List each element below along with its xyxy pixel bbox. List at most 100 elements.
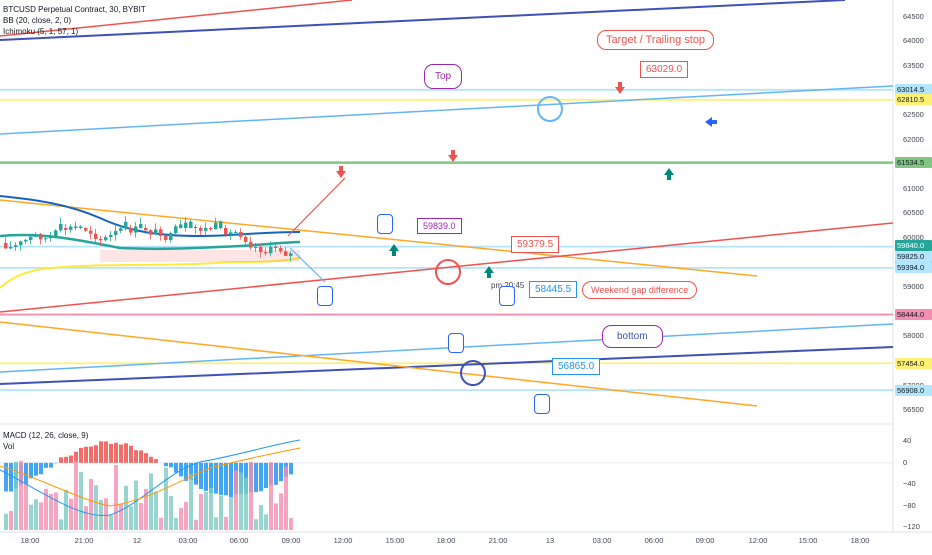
bb-indicator-label[interactable]: BB (20, close, 2, 0) — [3, 15, 146, 26]
candle-body — [219, 221, 223, 228]
arrow-down-icon — [336, 166, 346, 178]
macd-histogram-bar — [134, 450, 138, 463]
candle-body — [189, 222, 193, 228]
volume-bar — [199, 494, 203, 530]
macd-histogram-bar — [94, 445, 98, 463]
volume-bar — [104, 498, 108, 530]
volume-bar — [149, 473, 153, 530]
macd-histogram-bar — [139, 450, 143, 462]
price-label-59379[interactable]: 59379.5 — [511, 236, 559, 253]
volume-bar — [34, 499, 38, 530]
volume-bar — [284, 466, 288, 530]
time-axis-label: 03:00 — [593, 536, 612, 545]
macd-histogram-bar — [9, 463, 13, 492]
volume-bar — [59, 519, 63, 530]
arrow-down-icon — [448, 150, 458, 162]
macd-histogram-bar — [144, 453, 148, 463]
macd-title[interactable]: MACD (12, 26, close, 9) — [3, 430, 88, 441]
hand-pointer-icon[interactable] — [377, 214, 393, 234]
volume-bar — [194, 520, 198, 530]
price-label-56865[interactable]: 56865.0 — [552, 358, 600, 375]
volume-bar — [129, 506, 133, 530]
bottom-callout[interactable]: bottom — [602, 325, 663, 348]
neutral-face-icon[interactable] — [435, 259, 461, 285]
macd-histogram-bar — [169, 463, 173, 467]
time-axis-label: 06:00 — [645, 536, 664, 545]
price-label-59839[interactable]: 59839.0 — [417, 218, 462, 234]
candle-body — [114, 231, 118, 235]
hand-pointer-icon[interactable] — [448, 333, 464, 353]
top-callout[interactable]: Top — [424, 64, 462, 89]
volume-bar — [154, 491, 158, 530]
volume-bar — [64, 490, 68, 530]
candle-body — [274, 247, 278, 248]
candle-body — [159, 229, 163, 236]
candle-body — [269, 247, 273, 254]
volume-bar — [139, 503, 143, 530]
volume-bar — [69, 499, 73, 530]
price-tag: 59394.0 — [895, 262, 932, 273]
bb-upper-band — [0, 196, 300, 236]
price-axis-label: 60500 — [903, 208, 924, 217]
volume-bar — [29, 505, 33, 530]
price-axis-label: 62500 — [903, 110, 924, 119]
candle-body — [54, 230, 58, 236]
candle-body — [74, 226, 78, 228]
volume-bar — [54, 492, 58, 530]
time-axis-label: 12:00 — [334, 536, 353, 545]
volume-bar — [204, 492, 208, 530]
macd-histogram-bar — [264, 463, 268, 488]
candle-body — [69, 227, 73, 230]
candle-body — [184, 223, 188, 228]
weekend-gap-callout[interactable]: Weekend gap difference — [582, 281, 697, 299]
vol-label[interactable]: Vol — [3, 441, 88, 452]
ichimoku-indicator-label[interactable]: Ichimoku (5, 1, 57, 1) — [3, 26, 146, 37]
volume-bar — [94, 485, 98, 530]
volume-bar — [134, 480, 138, 530]
candle-body — [44, 238, 48, 239]
macd-histogram-bar — [199, 463, 203, 489]
time-axis-label: 15:00 — [799, 536, 818, 545]
arrow-down-icon — [615, 82, 625, 94]
candle-body — [259, 247, 263, 252]
macd-legend: MACD (12, 26, close, 9) Vol — [3, 430, 88, 452]
target-trailing-callout[interactable]: Target / Trailing stop — [597, 30, 714, 50]
trendline-blue-upper — [0, 86, 893, 134]
macd-histogram-bar — [164, 463, 168, 466]
price-label-63029[interactable]: 63029.0 — [640, 61, 688, 78]
hand-pointer-icon[interactable] — [534, 394, 550, 414]
candle-body — [89, 231, 93, 234]
candle-body — [199, 228, 203, 231]
volume-bar — [179, 508, 183, 530]
symbol-title[interactable]: BTCUSD Perpetual Contract, 30, BYBIT — [3, 4, 146, 15]
hand-pointer-icon[interactable] — [499, 286, 515, 306]
price-label-58445[interactable]: 58445.5 — [529, 281, 577, 298]
candle-body — [194, 227, 198, 228]
hand-pointer-icon[interactable] — [317, 286, 333, 306]
candle-body — [24, 240, 28, 241]
macd-histogram-bar — [279, 463, 283, 481]
candle-body — [279, 248, 283, 251]
candle-body — [289, 253, 293, 256]
time-axis-label: 18:00 — [851, 536, 870, 545]
projection-down-line — [290, 248, 325, 282]
arrow-left-icon — [705, 117, 717, 127]
macd-histogram-bar — [289, 463, 293, 475]
time-axis-label: 18:00 — [21, 536, 40, 545]
macd-histogram-bar — [259, 463, 263, 491]
arrow-up-icon — [664, 168, 674, 180]
candle-body — [229, 232, 233, 234]
candle-body — [224, 228, 228, 235]
time-axis-label: 09:00 — [282, 536, 301, 545]
volume-bar — [234, 471, 238, 530]
smiley-face-icon[interactable] — [537, 96, 563, 122]
confused-face-icon[interactable] — [460, 360, 486, 386]
macd-histogram-bar — [99, 441, 103, 463]
volume-bar — [269, 462, 273, 530]
price-axis-label: 58000 — [903, 331, 924, 340]
volume-bar — [279, 493, 283, 530]
volume-bar — [244, 478, 248, 530]
candle-body — [214, 223, 218, 230]
candle-body — [139, 224, 143, 228]
